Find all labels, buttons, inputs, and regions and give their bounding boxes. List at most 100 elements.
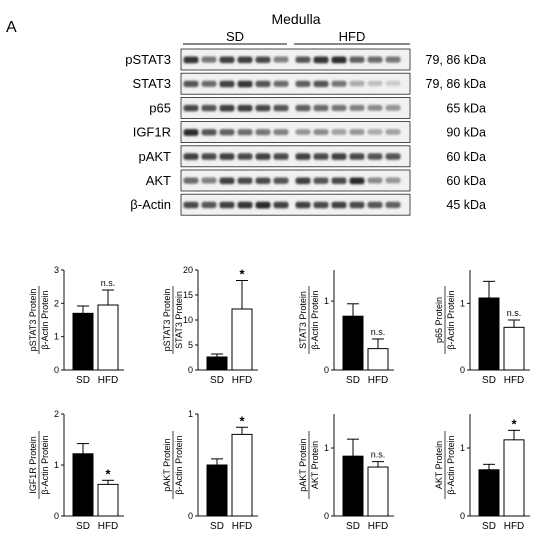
blot-band-sd-2 xyxy=(201,177,217,184)
kda-label: 60 kDa xyxy=(446,174,486,188)
blot-band-sd-1 xyxy=(183,80,199,88)
blot-row-pstat3: pSTAT3 79, 86 kDa xyxy=(125,48,486,71)
blot-band-sd-4 xyxy=(237,129,253,136)
significance-label: * xyxy=(239,267,245,282)
blot-band-hfd-4 xyxy=(349,104,365,111)
category-label: HFD xyxy=(232,521,253,532)
bar-chart-5: 0 1 2 SD HFD * IGF1R Protein β-Actin Protein xyxy=(28,409,124,532)
y-axis-label: STAT3 Protein β-Actin Protein xyxy=(298,286,320,354)
blot-band-sd-5 xyxy=(255,201,271,209)
bar-chart-1: 0 1 2 3 SD HFD n.s. pSTAT3 Protein β-Actin Prote… xyxy=(28,265,124,386)
blot-band-hfd-2 xyxy=(313,56,329,64)
ylabel-numerator: p65 Protein xyxy=(434,297,444,343)
blot-band-hfd-4 xyxy=(349,201,365,209)
ylabel-numerator: pAKT Protein xyxy=(298,438,308,491)
y-tick-label: 3 xyxy=(54,265,59,275)
blot-band-sd-3 xyxy=(219,56,235,64)
blot-band-sd-3 xyxy=(219,129,235,136)
blot-band-hfd-4 xyxy=(349,177,365,185)
blot-band-sd-3 xyxy=(219,153,235,160)
blot-band-sd-3 xyxy=(219,177,235,185)
blot-band-hfd-6 xyxy=(385,80,401,86)
bar-hfd xyxy=(503,439,525,517)
blot-band-sd-6 xyxy=(273,153,289,160)
panel-letter: A xyxy=(6,19,17,36)
category-label: SD xyxy=(482,375,496,386)
y-tick-label: 5 xyxy=(188,340,193,350)
blot-band-hfd-5 xyxy=(367,104,383,111)
blot-band-sd-6 xyxy=(273,129,289,136)
bar-charts: 0 1 2 3 SD HFD n.s. pSTAT3 Protein β-Actin Prote… xyxy=(28,265,530,532)
blot-band-hfd-4 xyxy=(349,153,365,160)
blot-band-hfd-2 xyxy=(313,201,329,209)
y-tick-label: 1 xyxy=(188,409,193,419)
blot-band-sd-5 xyxy=(255,80,271,88)
significance-label: n.s. xyxy=(371,327,386,337)
significance-label: * xyxy=(511,416,517,431)
kda-label: 45 kDa xyxy=(446,198,486,212)
blot-band-sd-6 xyxy=(273,56,289,63)
protein-label: pSTAT3 xyxy=(125,52,171,67)
y-tick-label: 10 xyxy=(183,315,193,325)
blot-band-sd-3 xyxy=(219,201,235,209)
blot-band-hfd-6 xyxy=(385,129,401,135)
blot-band-sd-3 xyxy=(219,80,235,88)
blot-band-hfd-5 xyxy=(367,201,383,209)
blot-band-sd-3 xyxy=(219,104,235,112)
category-label: SD xyxy=(76,375,90,386)
blot-band-hfd-3 xyxy=(331,129,347,135)
y-axis-label: p65 Protein β-Actin Protein xyxy=(434,286,456,354)
blot-band-sd-4 xyxy=(237,177,253,184)
blot-band-hfd-6 xyxy=(385,201,401,208)
blot-band-hfd-6 xyxy=(385,56,401,63)
ylabel-numerator: pSTAT3 Protein xyxy=(28,289,38,352)
blot-band-hfd-4 xyxy=(349,80,365,87)
blot-band-hfd-1 xyxy=(295,56,311,63)
y-tick-label: 0 xyxy=(324,365,329,375)
bar-chart-4: 0 1 SD HFD n.s. p65 Protein β-Actin Protein xyxy=(434,270,530,386)
blot-band-hfd-3 xyxy=(331,104,347,111)
ylabel-numerator: pAKT Protein xyxy=(162,438,172,491)
protein-label: p65 xyxy=(149,100,171,115)
y-tick-label: 2 xyxy=(54,298,59,308)
bar-chart-8: 0 1 SD HFD * AKT Protein β-Actin Protein xyxy=(434,414,530,532)
blot-band-sd-4 xyxy=(237,153,253,160)
blot-row-stat3: STAT3 79, 86 kDa xyxy=(132,72,486,95)
y-tick-label: 0 xyxy=(460,511,465,521)
y-tick-label: 0 xyxy=(54,365,59,375)
bar-sd xyxy=(206,356,228,371)
blot-band-sd-4 xyxy=(237,56,253,64)
blot-group-label-hfd: HFD xyxy=(339,29,366,44)
y-tick-label: 0 xyxy=(188,365,193,375)
blot-band-hfd-6 xyxy=(385,177,401,184)
blot-row-pakt: pAKT 60 kDa xyxy=(138,145,486,168)
category-label: HFD xyxy=(98,375,119,386)
bar-hfd xyxy=(231,433,253,517)
kda-label: 60 kDa xyxy=(446,150,486,164)
blot-band-sd-6 xyxy=(273,104,289,112)
blot-band-hfd-4 xyxy=(349,129,365,135)
protein-label: β-Actin xyxy=(130,197,171,212)
y-tick-label: 0 xyxy=(188,511,193,521)
category-label: SD xyxy=(210,375,224,386)
category-label: SD xyxy=(346,375,360,386)
ylabel-denominator: STAT3 Protein xyxy=(174,291,184,349)
blot-band-sd-2 xyxy=(201,104,217,112)
blot-band-sd-2 xyxy=(201,153,217,160)
blot-band-sd-4 xyxy=(237,104,253,112)
bar-chart-2: 0 5 10 15 20 SD HFD * pSTAT3 Protein STAT3 Protei… xyxy=(162,265,258,386)
blot-row-igf1r: IGF1R 90 kDa xyxy=(133,121,486,143)
significance-label: n.s. xyxy=(371,450,386,460)
blot-band-hfd-1 xyxy=(295,104,311,112)
bar-hfd xyxy=(97,483,119,517)
y-tick-label: 0 xyxy=(54,511,59,521)
category-label: HFD xyxy=(504,375,525,386)
blot-band-hfd-3 xyxy=(331,80,347,87)
y-axis-label: pSTAT3 Protein STAT3 Protein xyxy=(162,286,184,354)
blot-rows: pSTAT3 79, 86 kDa STAT3 79, 86 kDa p65 65 kDa… xyxy=(125,48,486,216)
ylabel-numerator: AKT Protein xyxy=(434,441,444,489)
blot-band-hfd-3 xyxy=(331,56,347,64)
kda-label: 90 kDa xyxy=(446,126,486,140)
protein-label: IGF1R xyxy=(133,125,171,140)
ylabel-denominator: β-Actin Protein xyxy=(310,290,320,349)
